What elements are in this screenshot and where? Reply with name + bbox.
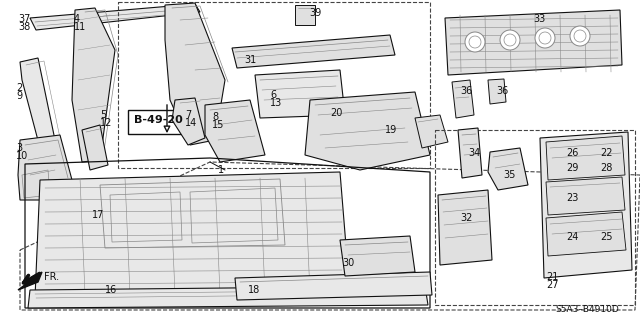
Text: 6: 6	[270, 90, 276, 100]
Text: S5A3–B4910D: S5A3–B4910D	[555, 305, 619, 314]
Text: 32: 32	[460, 213, 472, 223]
Polygon shape	[20, 58, 55, 148]
Polygon shape	[205, 100, 265, 162]
Text: 21: 21	[546, 272, 558, 282]
Text: 9: 9	[16, 91, 22, 101]
Text: 5: 5	[100, 110, 106, 120]
Text: 13: 13	[270, 98, 282, 108]
Circle shape	[465, 32, 485, 52]
Polygon shape	[458, 128, 482, 178]
Text: 4: 4	[74, 14, 80, 24]
Polygon shape	[445, 10, 622, 75]
Text: 10: 10	[16, 151, 28, 161]
Polygon shape	[295, 5, 315, 25]
Text: 29: 29	[566, 163, 579, 173]
Text: 33: 33	[533, 14, 545, 24]
Text: 18: 18	[248, 285, 260, 295]
Polygon shape	[232, 35, 395, 68]
Text: 38: 38	[18, 22, 30, 32]
Polygon shape	[438, 190, 492, 265]
Text: 28: 28	[600, 163, 612, 173]
Text: 14: 14	[185, 118, 197, 128]
Circle shape	[500, 30, 520, 50]
Text: 25: 25	[600, 232, 612, 242]
Text: 20: 20	[330, 108, 342, 118]
Polygon shape	[540, 132, 632, 278]
Polygon shape	[340, 236, 415, 276]
Text: 27: 27	[546, 280, 559, 290]
Text: 34: 34	[468, 148, 480, 158]
Text: 23: 23	[566, 193, 579, 203]
Text: 30: 30	[342, 258, 355, 268]
Text: 35: 35	[503, 170, 515, 180]
Polygon shape	[165, 3, 225, 145]
Polygon shape	[546, 177, 625, 215]
Polygon shape	[18, 272, 42, 290]
Text: 26: 26	[566, 148, 579, 158]
Polygon shape	[82, 125, 108, 170]
Text: 8: 8	[212, 112, 218, 122]
Text: 36: 36	[460, 86, 472, 96]
Text: 24: 24	[566, 232, 579, 242]
Text: 7: 7	[185, 110, 191, 120]
Text: 2: 2	[16, 83, 22, 93]
Polygon shape	[488, 148, 528, 190]
Polygon shape	[128, 110, 206, 134]
Text: 17: 17	[92, 210, 104, 220]
Text: B-49-20: B-49-20	[134, 115, 183, 125]
Polygon shape	[546, 212, 626, 256]
Circle shape	[570, 26, 590, 46]
Text: 1: 1	[218, 165, 224, 175]
Polygon shape	[18, 135, 72, 200]
Polygon shape	[255, 70, 345, 118]
Text: 37: 37	[18, 14, 30, 24]
Polygon shape	[72, 8, 115, 162]
Text: 39: 39	[309, 8, 321, 18]
Text: 19: 19	[385, 125, 397, 135]
Text: 11: 11	[74, 22, 86, 32]
Polygon shape	[546, 136, 625, 180]
Polygon shape	[28, 286, 428, 308]
Polygon shape	[35, 172, 350, 298]
Text: 12: 12	[100, 118, 113, 128]
Text: 36: 36	[496, 86, 508, 96]
Polygon shape	[305, 92, 430, 170]
Text: 15: 15	[212, 120, 225, 130]
Polygon shape	[488, 79, 506, 104]
Text: FR.: FR.	[44, 272, 59, 282]
Polygon shape	[30, 4, 200, 30]
Polygon shape	[235, 272, 432, 300]
Polygon shape	[172, 98, 205, 145]
Polygon shape	[415, 115, 448, 148]
Polygon shape	[452, 80, 474, 118]
Text: 16: 16	[105, 285, 117, 295]
Circle shape	[535, 28, 555, 48]
Text: 22: 22	[600, 148, 612, 158]
Text: 3: 3	[16, 143, 22, 153]
Text: 31: 31	[244, 55, 256, 65]
